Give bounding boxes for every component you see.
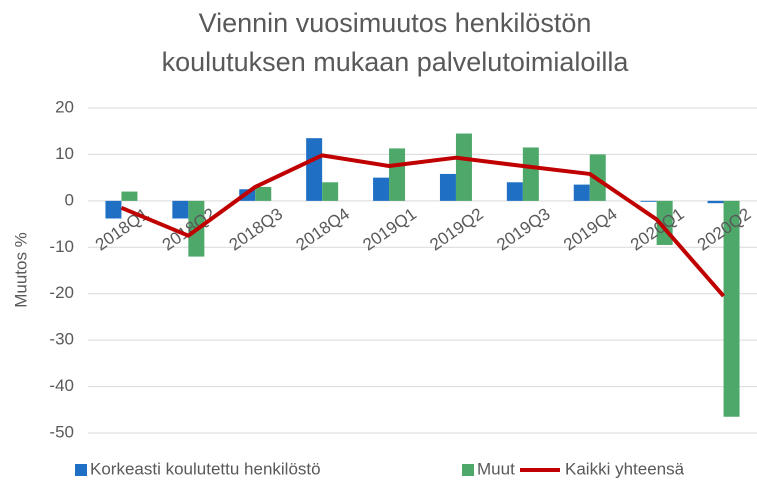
bar: [389, 148, 406, 201]
bar: [121, 191, 138, 201]
bar: [105, 200, 122, 219]
legend-label: Korkeasti koulutettu henkilöstö: [90, 459, 321, 478]
chart-title-line: koulutuksen mukaan palvelutoimialoilla: [162, 47, 630, 77]
legend-swatch: [75, 464, 87, 476]
bar: [723, 200, 740, 417]
y-tick-label: -10: [49, 237, 74, 256]
bar: [573, 184, 590, 201]
y-tick-label: -20: [49, 283, 74, 302]
chart-title-line: Viennin vuosimuutos henkilöstön: [199, 8, 592, 38]
y-axis-label: Muutos %: [11, 232, 30, 308]
bar: [172, 200, 189, 219]
legend-label: Muut: [477, 459, 515, 478]
bar: [306, 138, 323, 201]
bar: [506, 182, 523, 201]
y-tick-label: 10: [55, 144, 74, 163]
bar: [522, 147, 539, 201]
line: [120, 153, 726, 298]
bar: [255, 186, 272, 201]
legend-label: Kaikki yhteensä: [565, 459, 685, 478]
bar: [373, 177, 390, 201]
y-tick-label: 0: [65, 190, 74, 209]
y-tick-label: -40: [49, 376, 74, 395]
legend-swatch: [462, 464, 474, 476]
bar: [455, 133, 472, 201]
bar: [322, 182, 339, 201]
bar: [640, 200, 657, 202]
bar: [439, 173, 456, 201]
bar: [707, 200, 724, 204]
y-tick-label: 20: [55, 97, 74, 116]
y-tick-label: -50: [49, 422, 74, 441]
y-tick-label: -30: [49, 330, 74, 349]
